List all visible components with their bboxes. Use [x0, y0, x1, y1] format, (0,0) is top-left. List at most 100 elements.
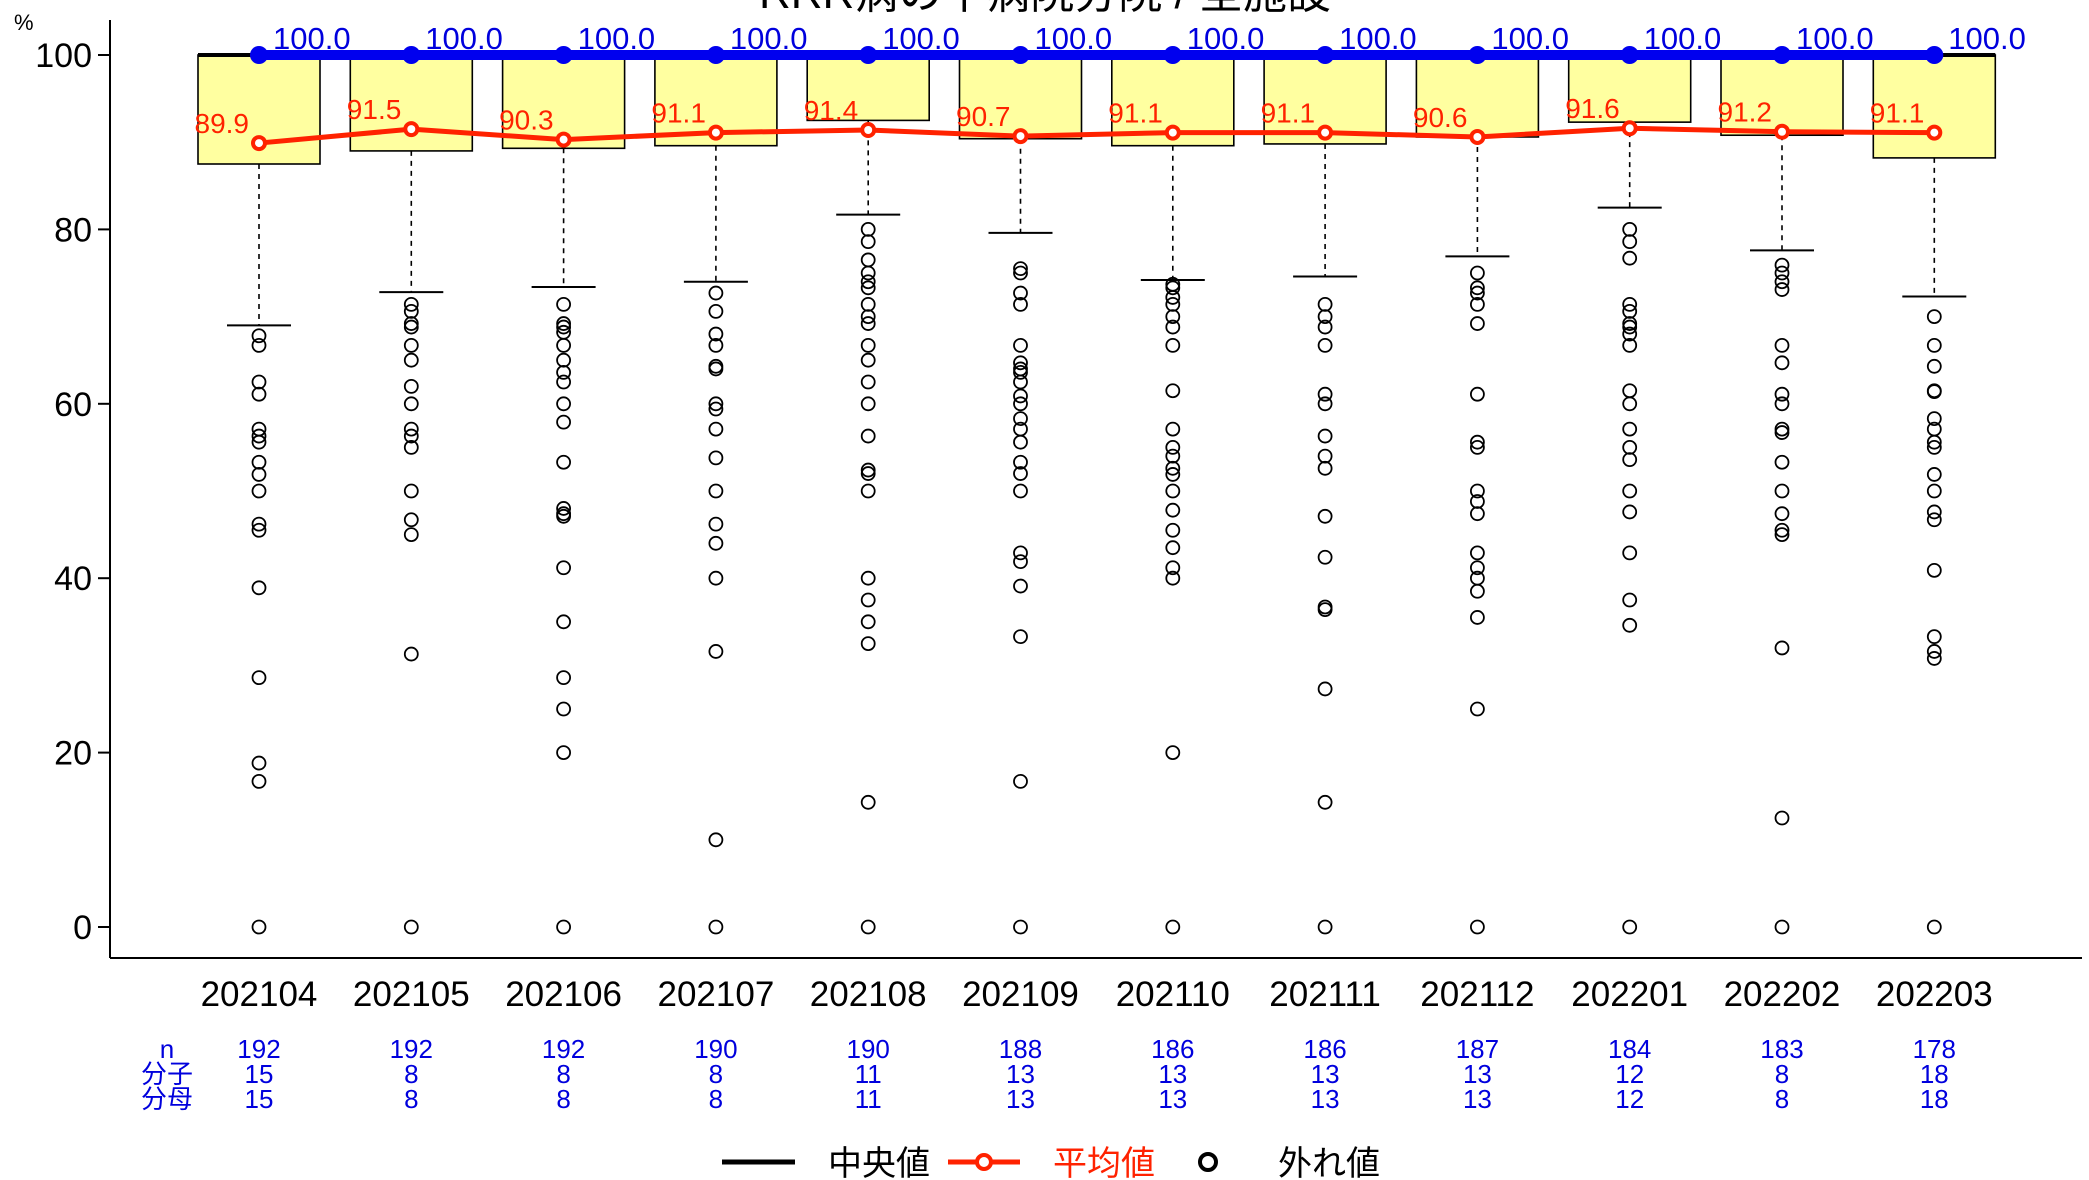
table-denominator-value: 13 — [1006, 1084, 1035, 1114]
outlier-point — [1317, 428, 1333, 444]
outlier-point — [1774, 355, 1790, 371]
mean-data-label: 91.2 — [1718, 97, 1773, 128]
outlier-point — [1622, 452, 1638, 468]
outlier-point — [251, 434, 267, 450]
outlier-point — [1013, 365, 1028, 380]
box — [1872, 54, 1997, 159]
outlier-point — [1317, 460, 1333, 476]
mean-point — [1317, 124, 1334, 141]
table-numerator-value: 8 — [1775, 1059, 1789, 1089]
outlier-point — [708, 421, 724, 437]
y-tick-label: 20 — [54, 735, 92, 773]
outlier-point — [1470, 296, 1485, 312]
outlier-point — [1165, 290, 1181, 305]
outlier-point — [1165, 448, 1181, 464]
outlier-point — [860, 296, 876, 312]
mean-data-label: 90.7 — [956, 101, 1011, 132]
outlier-point — [1013, 388, 1028, 404]
outlier-point — [1622, 396, 1638, 412]
outlier-point — [1926, 439, 1942, 455]
outlier-point — [556, 919, 571, 935]
outlier-point — [860, 636, 876, 651]
mean-point — [555, 131, 572, 148]
outlier-point — [1622, 919, 1638, 935]
outlier-point — [1622, 383, 1638, 399]
legend: 中央値 平均値 外れ値 — [722, 1145, 1380, 1180]
outlier-point — [1926, 483, 1942, 499]
outlier-point — [403, 296, 419, 312]
y-tick-label: 0 — [73, 909, 92, 947]
outlier-point — [1926, 651, 1942, 666]
table-numerator-value: 13 — [1006, 1059, 1035, 1089]
outlier-point — [708, 396, 724, 412]
outlier-point — [1317, 508, 1333, 524]
outlier-point — [556, 296, 571, 312]
outlier-point — [1470, 316, 1485, 331]
outlier-point — [1622, 483, 1638, 499]
box — [1720, 54, 1844, 137]
outlier-point — [1317, 396, 1333, 412]
x-tick-label: 202111 — [1269, 975, 1381, 1014]
mean-point — [707, 124, 724, 141]
outlier-point — [1165, 522, 1181, 538]
x-tick-label: 202108 — [810, 975, 927, 1014]
outlier-point — [1470, 506, 1485, 522]
table-denominator-value: 8 — [1775, 1084, 1789, 1114]
x-tick-label: 202109 — [962, 975, 1079, 1014]
outlier-point — [860, 428, 876, 444]
outlier-point — [1317, 794, 1333, 810]
outlier-point — [1165, 570, 1181, 586]
outlier-point — [1013, 434, 1028, 450]
outlier-point — [1013, 629, 1028, 645]
table-label-numerator: 分子 — [141, 1059, 193, 1089]
outlier-point — [556, 508, 571, 524]
outlier-point — [1317, 448, 1333, 464]
outlier-point — [403, 646, 419, 662]
mean-data-label: 90.3 — [499, 105, 554, 136]
outlier-point — [1774, 506, 1790, 522]
outlier-point — [556, 701, 571, 717]
table-denominator-value: 8 — [404, 1084, 418, 1114]
outlier-point — [708, 644, 724, 659]
median-point — [706, 46, 725, 64]
outlier-point — [1165, 502, 1181, 518]
mean-point — [1774, 123, 1790, 140]
outlier-point — [556, 374, 571, 390]
outlier-point — [1774, 337, 1790, 353]
outlier-point — [251, 522, 267, 538]
outlier-point — [403, 527, 419, 542]
median-point — [1011, 46, 1030, 64]
outlier-point — [1926, 384, 1942, 399]
mean-data-label: 91.1 — [1261, 98, 1316, 129]
outlier-point — [403, 483, 419, 499]
outlier-point — [1774, 396, 1790, 412]
outlier-point — [1926, 467, 1942, 482]
outlier-point — [1926, 434, 1942, 450]
outlier-point — [403, 919, 419, 935]
outlier-point — [1470, 280, 1485, 296]
outlier-point — [1013, 773, 1028, 789]
mean-data-label: 91.6 — [1565, 93, 1620, 124]
mean-point — [1164, 124, 1181, 141]
outlier-point — [403, 428, 419, 444]
outlier-point — [403, 352, 419, 368]
outlier-point — [251, 328, 267, 344]
outlier-point — [1926, 309, 1942, 325]
outlier-point — [1317, 681, 1333, 697]
outlier-point — [556, 396, 571, 412]
outlier-point — [1622, 326, 1638, 342]
outlier-point — [1774, 810, 1790, 826]
outlier-point — [251, 755, 267, 771]
outlier-point — [1165, 560, 1181, 576]
outlier-point — [860, 316, 876, 331]
outlier-point — [1774, 483, 1790, 499]
table-numerator-value: 13 — [1158, 1059, 1187, 1089]
outlier-point — [1013, 578, 1028, 594]
outlier-point — [708, 450, 724, 466]
outlier-point — [1774, 257, 1790, 273]
outlier-point — [1774, 386, 1790, 402]
outlier-point — [1774, 640, 1790, 656]
outlier-point — [1317, 319, 1333, 335]
outlier-point — [708, 919, 724, 935]
